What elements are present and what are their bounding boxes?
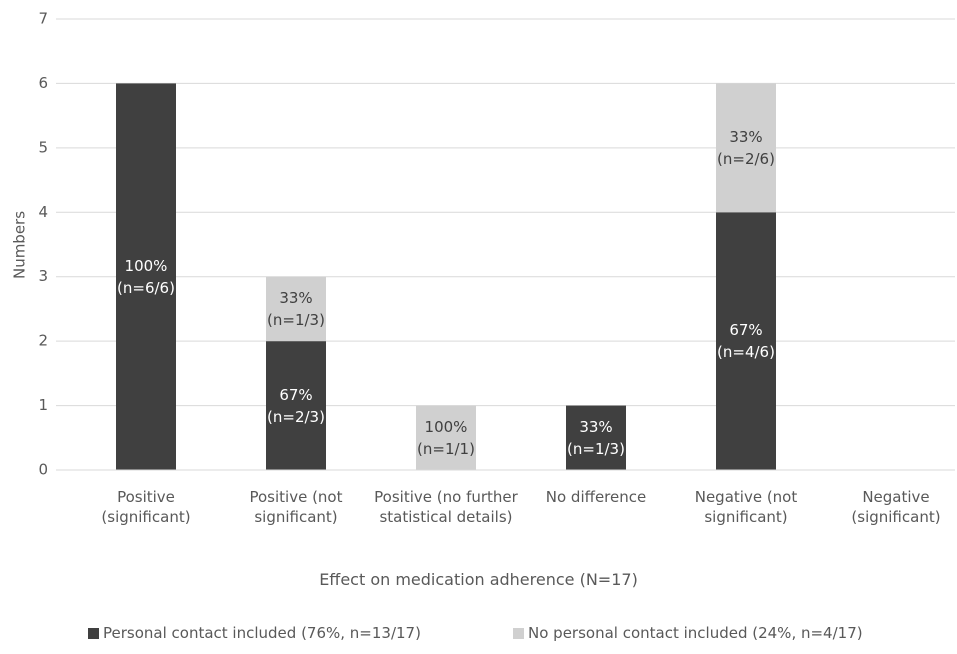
- legend-label: No personal contact included (24%, n=4/1…: [528, 624, 863, 642]
- legend-swatch: [88, 627, 99, 639]
- y-tick-label: 7: [38, 10, 48, 28]
- bar-segment: [716, 212, 776, 471]
- legend-label: Personal contact included (76%, n=13/17): [103, 624, 421, 642]
- x-tick-label: Positive (significant): [101, 488, 191, 526]
- y-tick-label: 5: [38, 138, 48, 156]
- bar-segment: [566, 405, 626, 470]
- x-tick-label: Negative (significant): [851, 488, 941, 526]
- bar-segment: [116, 83, 176, 470]
- bar-segment: [416, 405, 476, 470]
- data-label: 100% (n=6/6): [117, 256, 175, 297]
- legend-item: Personal contact included (76%, n=13/17): [88, 624, 421, 642]
- bar-segment: [266, 276, 326, 342]
- x-tick-label: No difference: [545, 488, 647, 506]
- y-axis-title: Numbers: [11, 211, 29, 279]
- bar-segment: [266, 341, 326, 470]
- x-tick-label: Negative (not significant): [694, 488, 798, 526]
- y-tick-label: 4: [38, 203, 48, 221]
- legend-item: No personal contact included (24%, n=4/1…: [513, 624, 863, 642]
- y-tick-label: 1: [38, 396, 48, 414]
- y-tick-label: 3: [38, 267, 48, 285]
- x-axis-title: Effect on medication adherence (N=17): [319, 570, 638, 589]
- bar-segment: [716, 83, 776, 213]
- data-label: 33% (n=1/3): [267, 288, 325, 329]
- data-label: 67% (n=2/3): [267, 385, 325, 426]
- data-label: 33% (n=1/3): [567, 417, 625, 458]
- legend-swatch: [513, 627, 524, 639]
- x-tick-label: Positive (not significant): [249, 488, 343, 526]
- x-tick-label: Positive (no further statistical details…: [374, 488, 518, 526]
- y-tick-label: 0: [38, 461, 48, 479]
- data-label: 67% (n=4/6): [717, 321, 775, 362]
- data-label: 100% (n=1/1): [417, 417, 475, 458]
- data-label: 33% (n=2/6): [717, 127, 775, 168]
- y-tick-label: 2: [38, 332, 48, 350]
- y-tick-label: 6: [38, 74, 48, 92]
